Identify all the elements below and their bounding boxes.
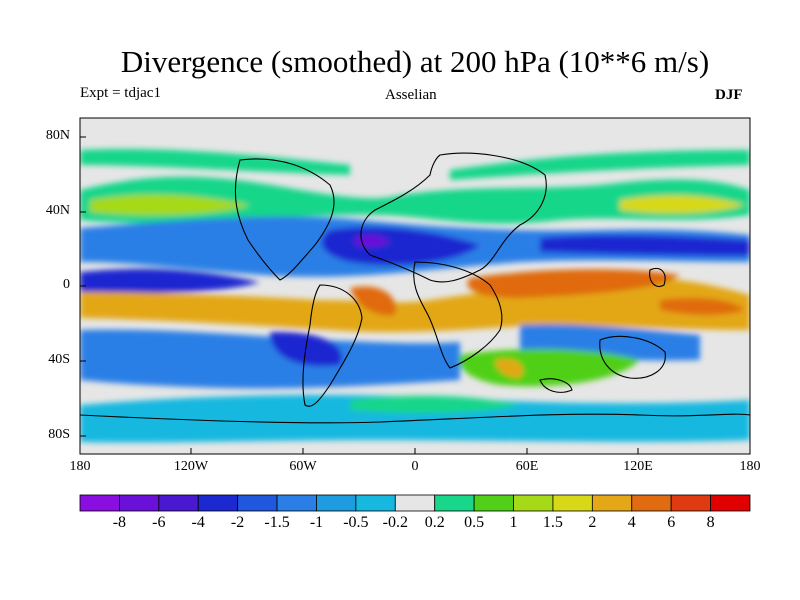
lat-label-40s: 40S — [48, 352, 70, 367]
coastlines — [80, 152, 750, 424]
colorbar-label: -1.5 — [264, 514, 290, 531]
field-north-negative-east — [540, 234, 750, 256]
colorbar-swatch — [158, 494, 199, 512]
coast-north-america — [234, 158, 335, 281]
colorbar-label: 8 — [706, 514, 715, 531]
lon-label-0: 0 — [411, 459, 419, 474]
colorbar-label: -1 — [309, 514, 324, 531]
colorbar-swatch — [434, 494, 475, 512]
coast-maritime-continent — [649, 267, 666, 288]
lon-label-60w: 60W — [289, 459, 317, 474]
colorbar-swatch — [591, 494, 633, 512]
colorbar-swatch — [79, 494, 120, 512]
colorbar-label: 1 — [509, 514, 518, 531]
colorbar-label: -4 — [191, 514, 205, 531]
colorbar-swatch — [316, 494, 357, 512]
colorbar-label: -6 — [152, 514, 166, 531]
lat-label-40n: 40N — [45, 203, 70, 218]
scheme-label: Asselian — [385, 87, 437, 103]
axis-ticks — [80, 136, 639, 454]
colorbar-label: -0.5 — [343, 514, 369, 531]
lat-label-80n: 80N — [45, 128, 70, 143]
colorbar-swatch — [394, 494, 436, 512]
field-atlantic-positive-core — [350, 286, 396, 316]
field-north-positive-core-east — [620, 195, 745, 214]
lon-label-120e: 120E — [623, 459, 653, 474]
colorbar-label: 0.5 — [464, 514, 485, 531]
lat-label-80s: 80S — [48, 427, 70, 442]
lon-label-120w: 120W — [173, 459, 209, 474]
coast-southern-islands — [539, 378, 573, 393]
map-title: Divergence (smoothed) at 200 hPa (10**6 … — [120, 44, 710, 79]
colorbar-swatch — [552, 494, 593, 512]
colorbar-swatch — [119, 494, 160, 512]
field-south-negative — [80, 329, 460, 389]
field-arctic-positive-east — [450, 150, 750, 180]
field-south-positive-core — [495, 358, 524, 378]
experiment-label: Expt = tdjac1 — [80, 85, 161, 101]
coast-antarctica — [80, 413, 750, 424]
lon-label-180w: 180 — [69, 459, 91, 474]
field-equatorial-negative-west — [80, 268, 260, 294]
colorbar-label: -0.2 — [382, 514, 408, 531]
lon-label-180e: 180 — [739, 459, 761, 474]
colorbar-label: 1.5 — [542, 514, 563, 531]
colorbar-label: 0.2 — [424, 514, 445, 531]
coast-australia — [599, 335, 666, 379]
lon-label-60e: 60E — [515, 459, 539, 474]
colorbar-swatch — [276, 494, 317, 512]
field-north-negative-extreme — [355, 235, 390, 247]
coast-south-america — [302, 284, 363, 407]
coast-africa — [413, 261, 503, 369]
colorbar-swatch — [473, 494, 514, 512]
season-label: DJF — [715, 87, 743, 103]
field-antarctic-negative — [80, 394, 750, 443]
coast-eurasia — [360, 152, 547, 283]
colorbar-swatch — [710, 494, 751, 512]
colorbar-label: 4 — [627, 514, 636, 531]
colorbar-label: 6 — [667, 514, 676, 531]
colorbar-swatch — [355, 494, 396, 512]
field-south-positive — [459, 348, 640, 387]
field-north-positive-core — [90, 194, 250, 216]
colorbar-swatch — [513, 494, 554, 512]
lat-label-0: 0 — [63, 277, 70, 292]
field-equatorial-positive-core — [467, 269, 680, 298]
colorbar-label: -2 — [230, 514, 245, 531]
field-north-positive — [80, 176, 750, 224]
field-pacific-positive-core — [660, 298, 745, 315]
colorbar-swatch — [197, 494, 239, 512]
field-arctic-positive — [80, 148, 350, 175]
field-layer — [80, 118, 750, 454]
colorbar-swatch — [670, 494, 711, 512]
colorbar — [79, 494, 751, 512]
colorbar-swatch — [237, 494, 278, 512]
colorbar-label: -8 — [112, 514, 127, 531]
colorbar-swatch — [631, 494, 672, 512]
colorbar-label: 2 — [588, 514, 597, 531]
field-antarctic-positive — [350, 395, 520, 414]
